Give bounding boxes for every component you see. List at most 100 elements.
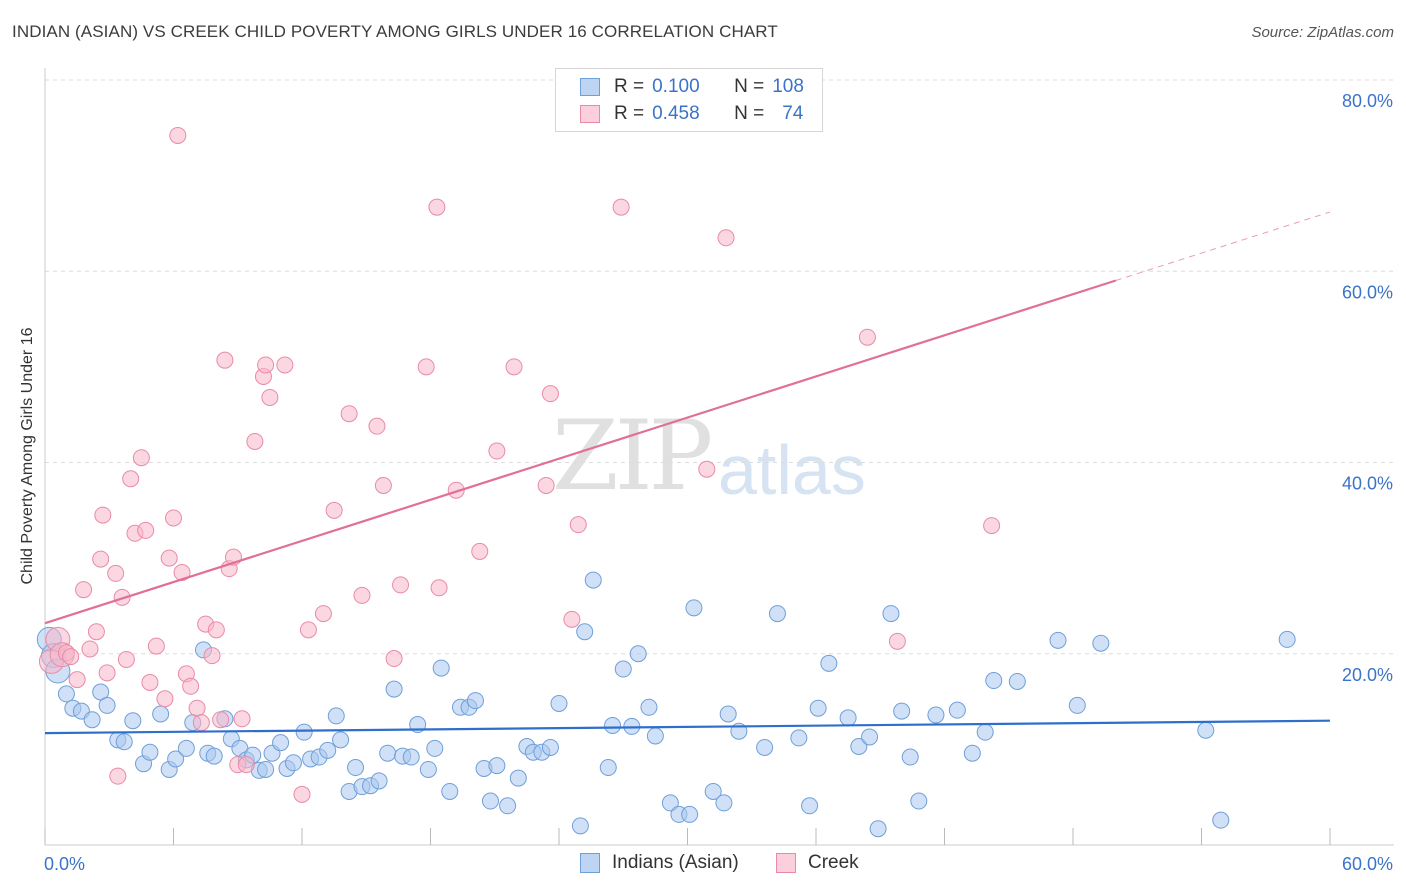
indian-point — [756, 738, 774, 756]
legend-row-indian: R = 0.100 N = 108 — [580, 75, 804, 99]
indian-point — [640, 698, 658, 716]
indian-point — [599, 759, 617, 777]
indian-point — [379, 744, 397, 762]
creek-point — [505, 358, 523, 376]
creek-point — [98, 664, 116, 682]
axes — [44, 68, 1394, 846]
creek-point — [293, 785, 311, 803]
indian-point — [115, 733, 133, 751]
creek-point — [563, 610, 581, 628]
indian-point — [481, 792, 499, 810]
indian-point — [295, 723, 313, 741]
creek-point — [417, 358, 435, 376]
indian-point — [541, 738, 559, 756]
indian-point — [550, 694, 568, 712]
creek-point — [75, 581, 93, 599]
indian-point — [141, 743, 159, 761]
creek-point — [233, 710, 251, 728]
y-tick-label: 80.0% — [1342, 91, 1393, 111]
indian-point — [1092, 634, 1110, 652]
creek-point — [374, 476, 392, 494]
creek-point — [132, 449, 150, 467]
creek-point — [203, 647, 221, 665]
chart-source: Source: ZipAtlas.com — [1251, 24, 1394, 41]
legend-row-creek: R = 0.458 N = 74 — [580, 102, 803, 126]
indian-point — [347, 759, 365, 777]
creek-trend-extension — [1115, 211, 1331, 281]
indian-point — [893, 702, 911, 720]
indian-point — [327, 707, 345, 725]
creek-point — [569, 516, 587, 534]
indian-point — [332, 731, 350, 749]
legend-r-label: R = — [614, 103, 645, 124]
creek-point — [109, 767, 127, 785]
indian-point — [614, 660, 632, 678]
series-legend: Indians (Asian) Creek — [0, 852, 1406, 878]
indian-point — [719, 705, 737, 723]
indian-point — [576, 623, 594, 641]
creek-point — [188, 699, 206, 717]
creek-point — [87, 623, 105, 641]
creek-point — [107, 564, 125, 582]
legend-r-value: 0.100 — [652, 76, 700, 97]
indian-point — [370, 772, 388, 790]
y-tick-label: 40.0% — [1342, 474, 1393, 494]
indian-point — [948, 701, 966, 719]
creek-point — [858, 328, 876, 346]
creek-point — [212, 711, 230, 729]
indian-point — [177, 739, 195, 757]
stats-legend: R = 0.100 N = 108 R = 0.458 N = 74 — [555, 68, 823, 132]
creek-point — [983, 517, 1001, 535]
indian-point — [385, 680, 403, 698]
indian-point — [604, 716, 622, 734]
indian-point — [1008, 672, 1026, 690]
indian-point — [284, 754, 302, 772]
legend-swatch-indian — [580, 853, 600, 873]
creek-point — [68, 671, 86, 689]
creek-point — [698, 460, 716, 478]
indian-point — [441, 782, 459, 800]
indian-point — [167, 750, 185, 768]
indian-point — [1068, 696, 1086, 714]
creek-point — [173, 563, 191, 581]
creek-point — [147, 637, 165, 655]
indian-point — [850, 738, 868, 756]
indian-point — [98, 696, 116, 714]
indian-point — [466, 692, 484, 710]
legend-item-creek[interactable]: Creek — [776, 852, 859, 874]
creek-point — [537, 476, 555, 494]
data-points — [36, 95, 1296, 838]
creek-point — [325, 501, 343, 519]
indian-point — [205, 747, 223, 765]
indian-point — [681, 805, 699, 823]
indian-point — [768, 605, 786, 623]
x-tick-label: 0.0% — [44, 854, 85, 874]
creek-point — [169, 126, 187, 144]
creek-point — [612, 198, 630, 216]
creek-point — [182, 677, 200, 695]
indian-point — [976, 723, 994, 741]
creek-point — [81, 640, 99, 658]
indian-point — [882, 605, 900, 623]
creek-point — [385, 650, 403, 668]
indian-point — [801, 797, 819, 815]
indian-point — [83, 711, 101, 729]
creek-point — [488, 442, 506, 460]
creek-point — [541, 385, 559, 403]
grid-lines — [45, 79, 1394, 655]
y-tick-label: 20.0% — [1342, 665, 1393, 685]
indian-point — [820, 654, 838, 672]
indian-point — [257, 760, 275, 778]
indian-point — [419, 760, 437, 778]
creek-point — [216, 351, 234, 369]
creek-point — [717, 229, 735, 247]
legend-r-value: 0.458 — [652, 103, 700, 124]
y-tick-label: 60.0% — [1342, 282, 1393, 302]
watermark-atlas: atlas — [718, 431, 866, 509]
creek-point — [246, 432, 264, 450]
legend-label-creek: Creek — [808, 852, 859, 873]
indian-point — [509, 769, 527, 787]
indian-point — [426, 739, 444, 757]
indian-point — [584, 571, 602, 589]
legend-item-indian[interactable]: Indians (Asian) — [580, 852, 739, 874]
